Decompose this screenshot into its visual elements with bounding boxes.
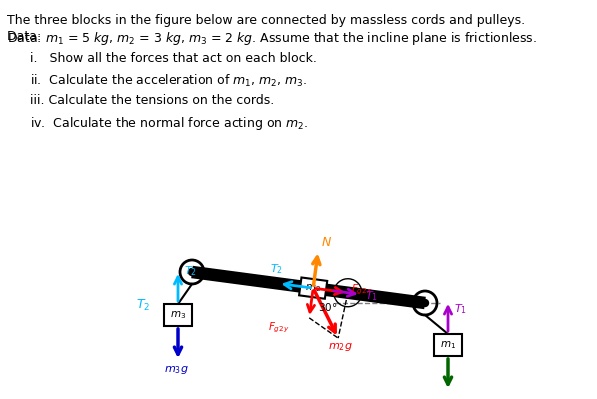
Text: iv.  Calculate the normal force acting on $m_2$.: iv. Calculate the normal force acting on… — [30, 115, 308, 132]
Text: $m_1$: $m_1$ — [440, 339, 456, 351]
Text: $F_{g2x}$: $F_{g2x}$ — [351, 282, 373, 297]
Text: $m_3$: $m_3$ — [170, 309, 186, 321]
Text: iii. Calculate the tensions on the cords.: iii. Calculate the tensions on the cords… — [30, 94, 274, 107]
Text: The three blocks in the figure below are connected by massless cords and pulleys: The three blocks in the figure below are… — [7, 14, 525, 27]
Bar — [164, 304, 192, 326]
Text: i.   Show all the forces that act on each block.: i. Show all the forces that act on each … — [30, 52, 317, 65]
Text: $m_3g$: $m_3g$ — [164, 364, 189, 376]
Text: Data: $m_1$ = 5 $\it{kg}$, $m_2$ = 3 $\it{kg}$, $m_3$ = 2 $\it{kg}$. Assume that: Data: $m_1$ = 5 $\it{kg}$, $m_2$ = 3 $\i… — [7, 30, 537, 47]
Text: $m_2g$: $m_2g$ — [328, 341, 352, 353]
Text: $m_2$: $m_2$ — [305, 282, 321, 294]
Text: ii.  Calculate the acceleration of $m_1$, $m_2$, $m_3$.: ii. Calculate the acceleration of $m_1$,… — [30, 73, 307, 89]
Bar — [434, 334, 462, 356]
Text: $T_1$: $T_1$ — [454, 302, 467, 316]
Circle shape — [189, 269, 195, 275]
Text: $N$: $N$ — [321, 236, 332, 249]
Text: $T_2$: $T_2$ — [136, 297, 150, 312]
Bar — [299, 277, 327, 299]
Text: $F_{g2y}$: $F_{g2y}$ — [269, 321, 290, 335]
Text: $T_2$: $T_2$ — [184, 264, 197, 278]
Text: $30°$: $30°$ — [318, 301, 337, 313]
Text: Data:: Data: — [7, 30, 45, 43]
Circle shape — [421, 300, 429, 306]
Text: $T_2$: $T_2$ — [270, 262, 283, 275]
Text: $T_1$: $T_1$ — [365, 290, 378, 303]
